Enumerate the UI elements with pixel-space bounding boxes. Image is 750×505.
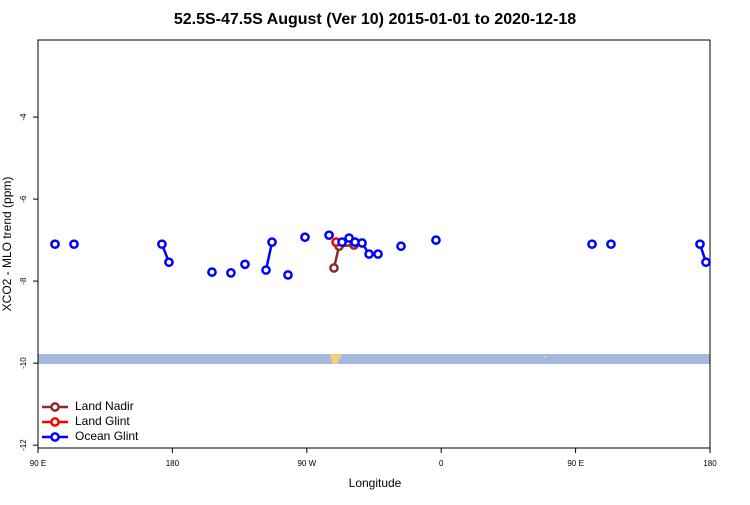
point bbox=[701, 257, 711, 268]
point bbox=[157, 239, 167, 250]
point bbox=[695, 239, 705, 250]
point bbox=[164, 257, 174, 268]
legend-label: Land Glint bbox=[75, 414, 130, 428]
point bbox=[207, 267, 217, 277]
series-line bbox=[160, 236, 708, 271]
x-tick-label: 90 E bbox=[567, 459, 583, 468]
point bbox=[329, 263, 339, 273]
point bbox=[431, 235, 441, 245]
legend-marker bbox=[50, 402, 60, 412]
point bbox=[300, 232, 310, 243]
x-tick-label: 180 bbox=[703, 459, 717, 468]
legend-label: Ocean Glint bbox=[75, 429, 139, 443]
legend-marker bbox=[50, 417, 60, 427]
point bbox=[337, 237, 347, 248]
point bbox=[587, 239, 597, 250]
point bbox=[606, 239, 616, 250]
plot-frame bbox=[37, 39, 711, 449]
legend-label: Land Nadir bbox=[75, 399, 134, 413]
point bbox=[50, 239, 60, 250]
point bbox=[261, 265, 271, 275]
point bbox=[69, 239, 79, 250]
x-tick-label: 0 bbox=[439, 459, 444, 468]
y-axis-label: XCO2 - MLO trend (ppm) bbox=[0, 177, 14, 312]
y-tick-label: -10 bbox=[19, 357, 28, 369]
land-patch bbox=[330, 354, 342, 364]
y-tick-label: -6 bbox=[19, 195, 28, 203]
x-tick-label: 180 bbox=[166, 459, 180, 468]
map-strip bbox=[38, 354, 710, 364]
chart-title: 52.5S-47.5S August (Ver 10) 2015-01-01 t… bbox=[174, 11, 576, 28]
point bbox=[283, 270, 293, 280]
point bbox=[267, 237, 277, 248]
x-tick-label: 90 W bbox=[297, 459, 316, 468]
y-tick-label: -8 bbox=[19, 277, 28, 285]
legend-marker bbox=[50, 432, 60, 442]
point bbox=[357, 238, 367, 248]
point bbox=[373, 249, 383, 259]
point bbox=[364, 249, 374, 259]
y-tick-label: -12 bbox=[19, 439, 28, 451]
y-tick-label: -4 bbox=[19, 113, 28, 121]
point bbox=[226, 268, 236, 278]
land-patch bbox=[544, 356, 546, 358]
x-axis-label: Longitude bbox=[349, 476, 402, 490]
point bbox=[396, 241, 406, 252]
point bbox=[324, 230, 334, 241]
x-tick-label: 90 E bbox=[30, 459, 46, 468]
point bbox=[240, 259, 250, 270]
